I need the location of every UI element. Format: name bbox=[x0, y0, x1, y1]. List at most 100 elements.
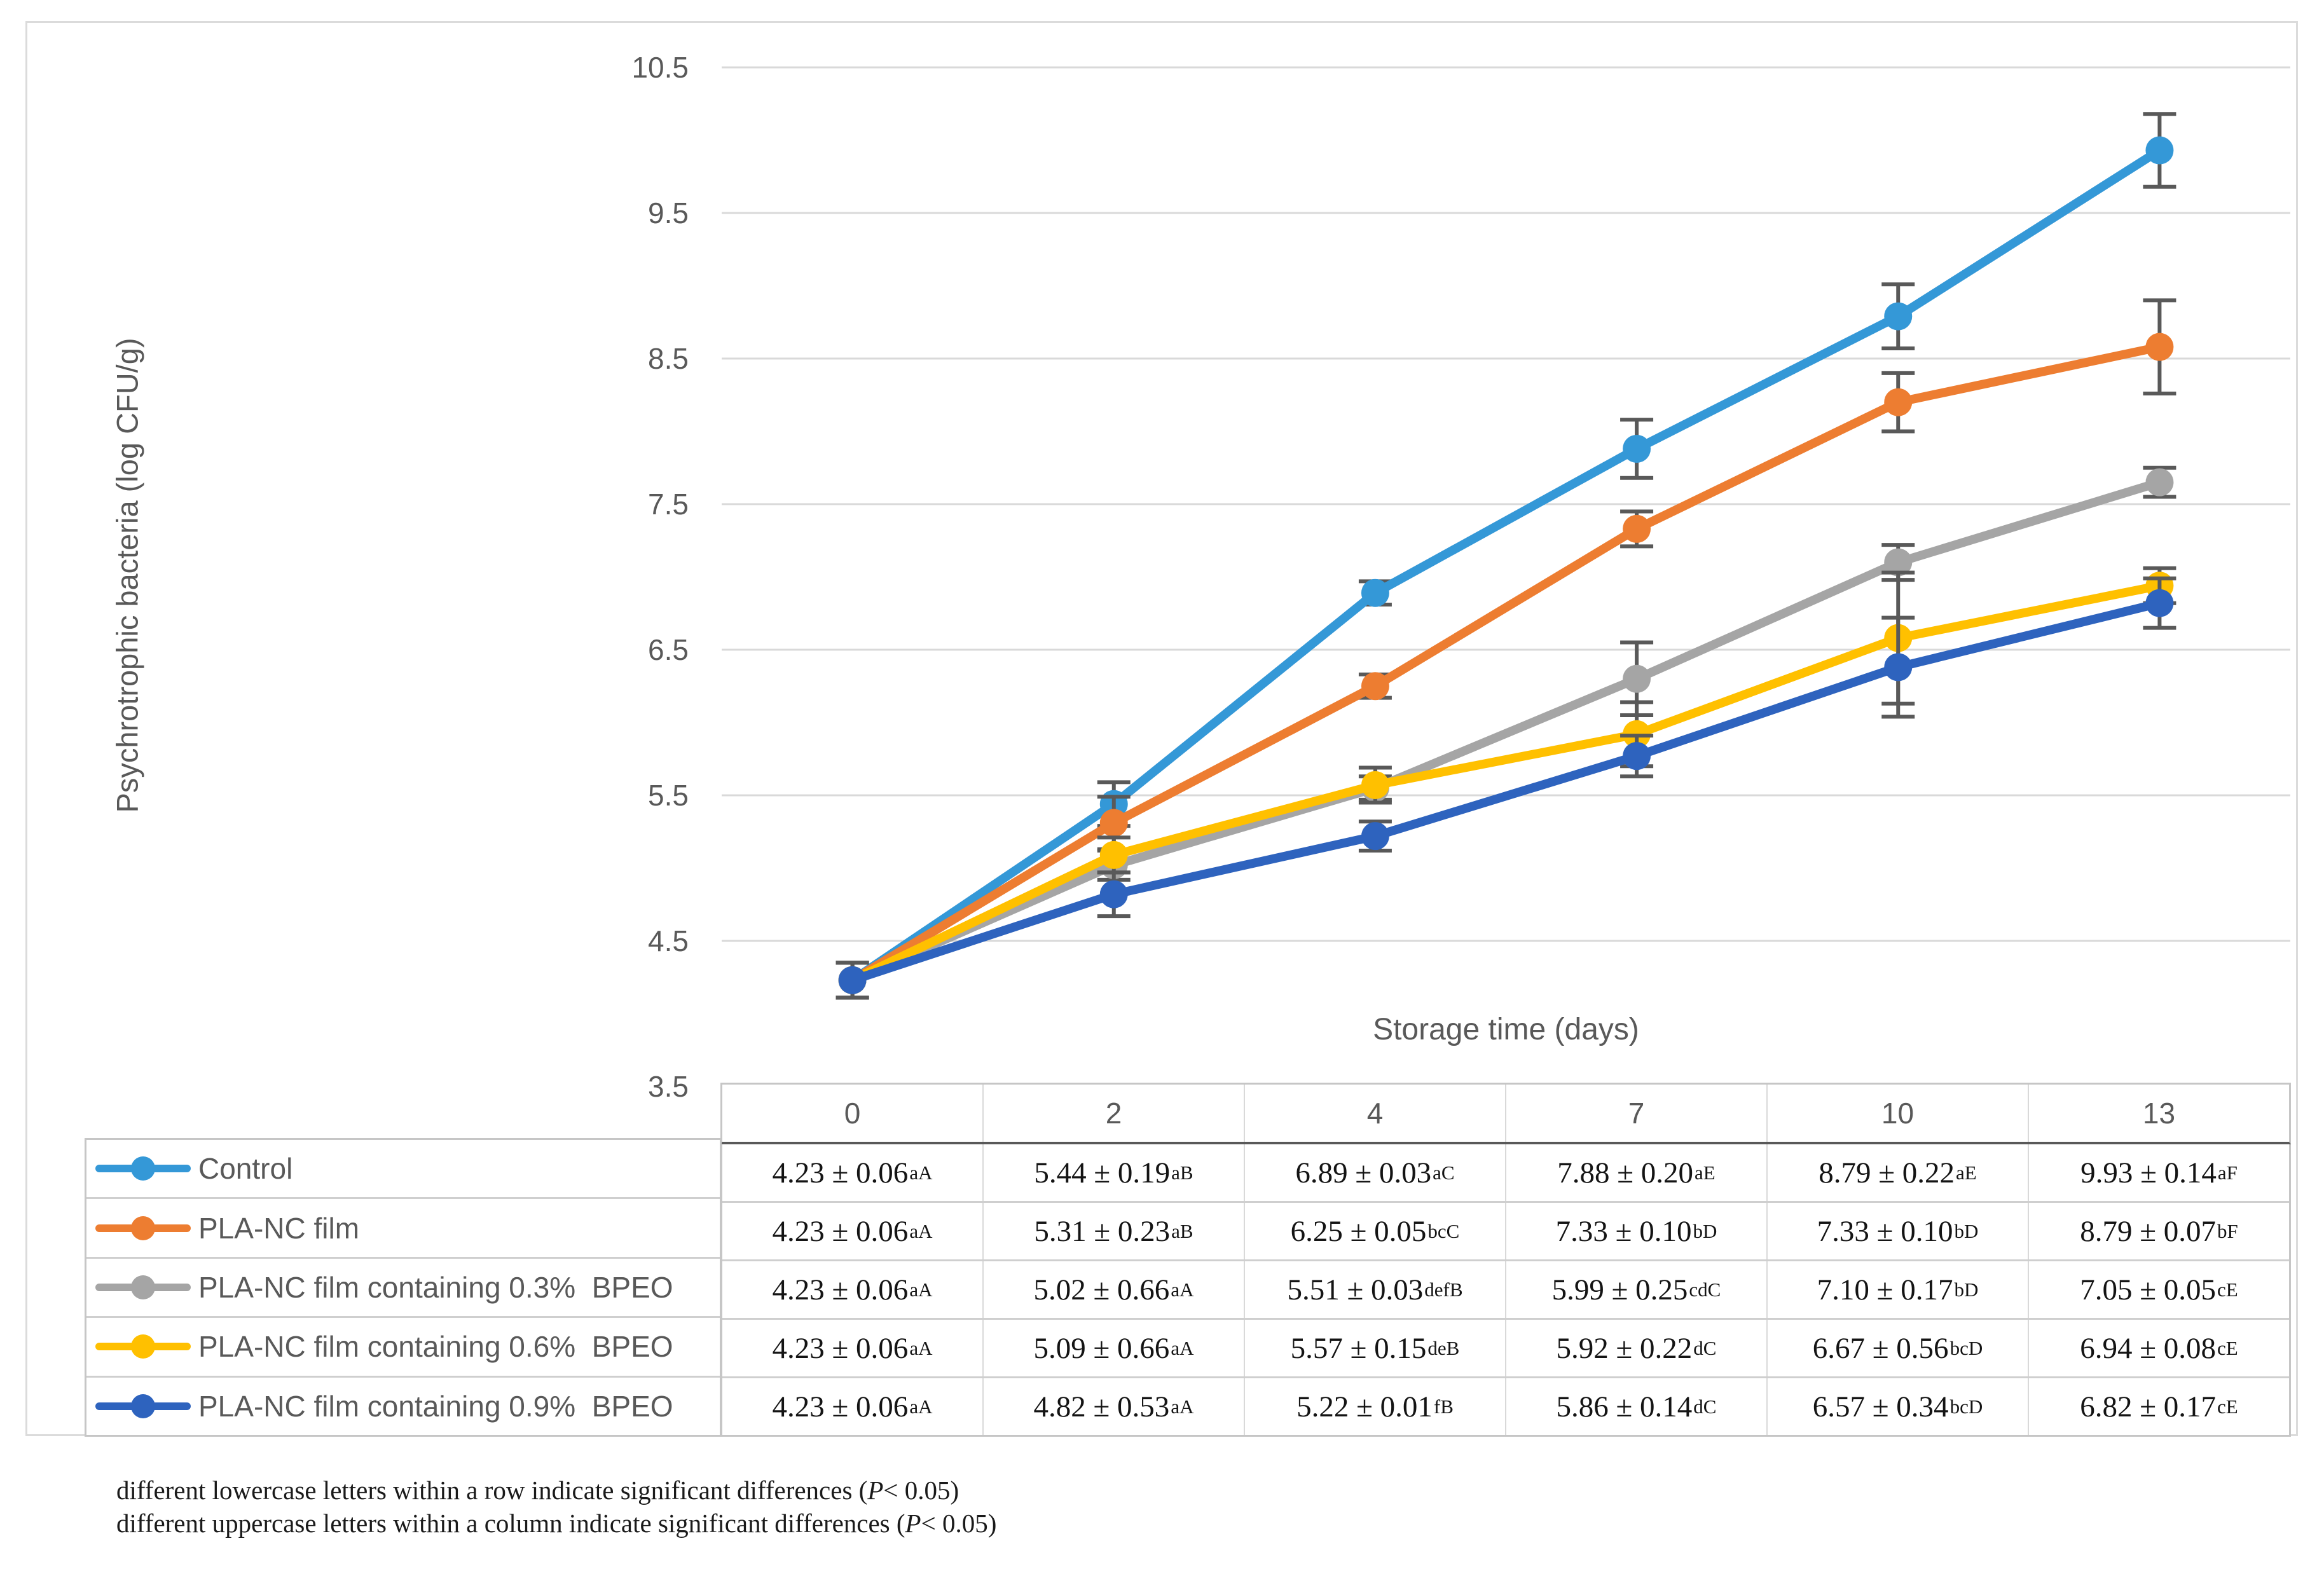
table-cell: 5.99 ± 0.25 cdC bbox=[1506, 1261, 1768, 1318]
cell-value: 6.89 ± 0.03 bbox=[1295, 1156, 1432, 1189]
table-cell: 7.05 ± 0.05 cE bbox=[2080, 1273, 2238, 1306]
table-row: 4.23 ± 0.06 aA 5.02 ± 0.66 aA 5.51 ± 0.03 def… bbox=[722, 1261, 2289, 1320]
cell-value: 5.86 ± 0.14 bbox=[1556, 1390, 1693, 1423]
table-cell: 6.82 ± 0.17 cE bbox=[2080, 1390, 2238, 1423]
table-row: 4.23 ± 0.06 aA 4.82 ± 0.53 aA 5.22 ± 0.01 fB 5… bbox=[722, 1378, 2289, 1435]
legend-label: Control bbox=[198, 1152, 293, 1186]
legend-dot bbox=[131, 1156, 155, 1181]
cell-value: 7.05 ± 0.05 bbox=[2080, 1273, 2217, 1306]
table-cell: 5.44 ± 0.19 aB bbox=[984, 1144, 1245, 1201]
data-point-marker bbox=[1884, 302, 1913, 331]
y-tick-label: 7.5 bbox=[648, 488, 689, 521]
y-tick-label: 10.5 bbox=[631, 51, 689, 84]
table-cell: 7.33 ± 0.10 bD bbox=[1768, 1203, 2029, 1259]
cell-value: 4.23 ± 0.06 bbox=[772, 1390, 909, 1423]
series-line bbox=[848, 146, 2164, 985]
table-cell: 7.33 ± 0.10 bD bbox=[1506, 1203, 1768, 1259]
series-line bbox=[848, 581, 2164, 985]
legend-label: PLA-NC film containing 0.3% BPEO bbox=[198, 1271, 673, 1305]
cell-value: 6.67 ± 0.56 bbox=[1812, 1331, 1949, 1365]
table-cell: 6.67 ± 0.56 bcD bbox=[1768, 1320, 2029, 1376]
column-header: 4 bbox=[1245, 1085, 1506, 1142]
table-header-row: 0 2 4 7 10 13 bbox=[720, 1083, 2291, 1144]
footnote-p-symbol: P bbox=[905, 1509, 921, 1538]
legend-label: PLA-NC film containing 0.6% BPEO bbox=[198, 1330, 673, 1364]
legend-dot bbox=[131, 1216, 155, 1240]
footnote-text: < 0.05) bbox=[883, 1476, 959, 1505]
table-cell: 5.57 ± 0.15 deB bbox=[1245, 1320, 1506, 1376]
legend-dot bbox=[131, 1394, 155, 1418]
legend-marker-icon bbox=[95, 1216, 191, 1241]
series-pla_nc_06 bbox=[835, 566, 2176, 1000]
data-point-marker bbox=[1361, 822, 1389, 851]
data-point-marker bbox=[1884, 548, 1913, 577]
footnote-p-symbol: P bbox=[867, 1476, 884, 1505]
legend-label: PLA-NC film bbox=[198, 1211, 360, 1245]
data-point-marker bbox=[1361, 579, 1389, 607]
table-cell: 6.57 ± 0.34 bcD bbox=[1768, 1378, 2029, 1435]
data-point-marker bbox=[2145, 136, 2174, 165]
table-row: 4.23 ± 0.06 aA 5.09 ± 0.66 aA 5.57 ± 0.15 deB… bbox=[722, 1320, 2289, 1378]
legend-label: PLA-NC film containing 0.9% BPEO bbox=[198, 1389, 673, 1423]
data-point-marker bbox=[1361, 672, 1389, 701]
y-tick-label: 9.5 bbox=[648, 196, 689, 230]
series-pla_nc bbox=[835, 298, 2176, 1000]
series-line bbox=[848, 342, 2164, 985]
legend-item: PLA-NC film containing 0.3% BPEO bbox=[86, 1259, 720, 1319]
footnote-uppercase: different uppercase letters within a col… bbox=[90, 1477, 996, 1569]
y-tick-label: 6.5 bbox=[648, 633, 689, 666]
data-point-marker bbox=[1099, 880, 1128, 908]
series-line bbox=[848, 598, 2164, 985]
legend-marker-icon bbox=[95, 1334, 191, 1359]
footnote-text: different lowercase letters within a row… bbox=[116, 1476, 868, 1505]
cell-value: 5.99 ± 0.25 bbox=[1551, 1273, 1688, 1306]
cell-value: 7.10 ± 0.17 bbox=[1817, 1273, 1953, 1306]
data-point-marker bbox=[2145, 468, 2174, 497]
series-pla_nc_09 bbox=[835, 576, 2176, 1000]
cell-value: 8.79 ± 0.07 bbox=[2080, 1214, 2217, 1248]
cell-value: 5.92 ± 0.22 bbox=[1556, 1331, 1693, 1365]
table-cell: 7.10 ± 0.17 bD bbox=[1768, 1261, 2029, 1318]
line-chart: 10.5 9.5 8.5 7.5 6.5 5.5 4.5 3.5 bbox=[631, 51, 2290, 1103]
legend-item: Control bbox=[86, 1140, 720, 1200]
table-cell: 5.92 ± 0.22 dC bbox=[1506, 1320, 1768, 1376]
table-row: 4.23 ± 0.06 aA 5.31 ± 0.23 aB 6.25 ± 0.05 bcC… bbox=[722, 1203, 2289, 1261]
data-point-marker bbox=[1623, 514, 1651, 543]
cell-value: 4.82 ± 0.53 bbox=[1033, 1390, 1170, 1423]
column-header: 2 bbox=[984, 1085, 1245, 1142]
figure: 10.5 9.5 8.5 7.5 6.5 5.5 4.5 3.5 Psychrotrophic… bbox=[25, 21, 2298, 1538]
data-point-marker bbox=[1884, 388, 1913, 416]
series-line bbox=[848, 477, 2164, 985]
data-point-marker bbox=[1099, 840, 1128, 869]
y-tick-label: 5.5 bbox=[648, 779, 689, 812]
cell-value: 4.23 ± 0.06 bbox=[772, 1273, 909, 1306]
cell-value: 4.23 ± 0.06 bbox=[772, 1156, 909, 1189]
footnote-lowercase: different lowercase letters within a row… bbox=[90, 1444, 959, 1536]
table-cell: 6.25 ± 0.05 bcC bbox=[1245, 1203, 1506, 1259]
column-header: 13 bbox=[2142, 1097, 2176, 1130]
cell-value: 8.79 ± 0.22 bbox=[1819, 1156, 1955, 1189]
table-cell: 4.82 ± 0.53 aA bbox=[984, 1378, 1245, 1435]
table-cell: 7.88 ± 0.20 aE bbox=[1506, 1144, 1768, 1201]
table-cell: 4.23 ± 0.06 aA bbox=[722, 1203, 984, 1259]
table-cell: 5.22 ± 0.01 fB bbox=[1245, 1378, 1506, 1435]
data-table: 4.23 ± 0.06 aA 5.44 ± 0.19 aB 6.89 ± 0.03 aC 7… bbox=[720, 1144, 2291, 1437]
column-header: 0 bbox=[722, 1085, 984, 1142]
legend-marker-icon bbox=[95, 1394, 191, 1419]
table-cell: 6.94 ± 0.08 cE bbox=[2080, 1331, 2238, 1365]
data-point-marker bbox=[838, 966, 867, 994]
cell-value: 4.23 ± 0.06 bbox=[772, 1331, 909, 1365]
cell-value: 5.51 ± 0.03 bbox=[1287, 1273, 1424, 1306]
table-cell: 8.79 ± 0.22 aE bbox=[1768, 1144, 2029, 1201]
y-tick-label: 8.5 bbox=[648, 342, 689, 375]
data-point-marker bbox=[1099, 809, 1128, 837]
legend-dot bbox=[131, 1275, 155, 1300]
legend-item: PLA-NC film bbox=[86, 1199, 720, 1259]
legend-item: PLA-NC film containing 0.9% BPEO bbox=[86, 1378, 720, 1435]
cell-value: 5.57 ± 0.15 bbox=[1290, 1331, 1427, 1365]
footnote-text: different uppercase letters within a col… bbox=[116, 1509, 905, 1538]
cell-value: 7.88 ± 0.20 bbox=[1557, 1156, 1694, 1189]
cell-value: 5.31 ± 0.23 bbox=[1034, 1214, 1171, 1248]
legend-marker-icon bbox=[95, 1156, 191, 1181]
table-cell: 4.23 ± 0.06 aA bbox=[722, 1320, 984, 1376]
